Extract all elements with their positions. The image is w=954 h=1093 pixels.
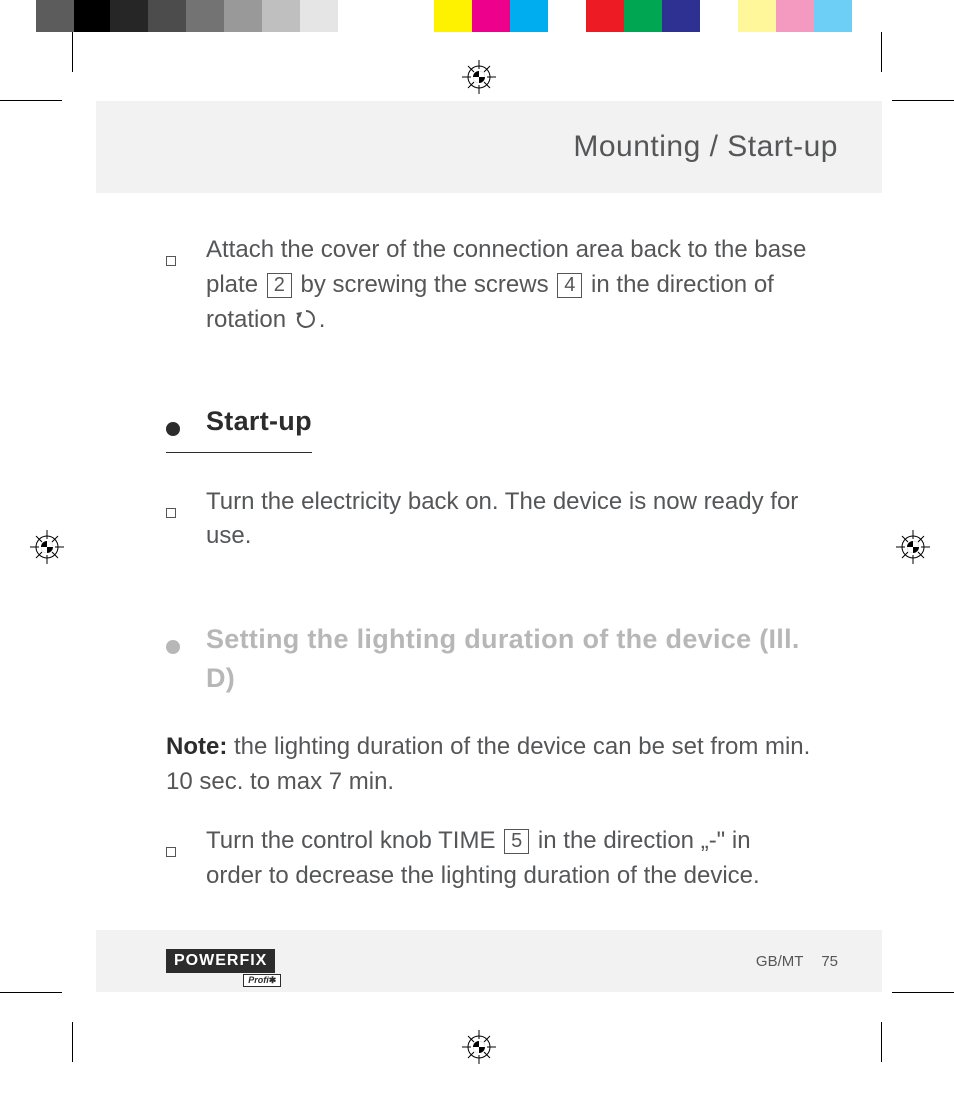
bullet-dot-icon xyxy=(166,620,206,665)
color-swatch xyxy=(472,0,510,32)
checkbox-bullet-icon xyxy=(166,824,206,894)
registration-mark-icon xyxy=(462,1030,496,1064)
page-area: Mounting / Start-up Attach the cover of … xyxy=(96,101,882,992)
color-swatch xyxy=(186,0,224,32)
crop-mark xyxy=(72,1022,73,1062)
color-swatch xyxy=(74,0,110,32)
note-text: the lighting duration of the device can … xyxy=(166,733,810,795)
color-swatch xyxy=(300,0,338,32)
color-swatch xyxy=(510,0,548,32)
color-swatch xyxy=(110,0,148,32)
color-swatch xyxy=(700,0,738,32)
item-text: Turn the control knob TIME 5 in the dire… xyxy=(206,824,812,894)
item-text: Turn the electricity back on. The device… xyxy=(206,485,812,555)
logo-sub-text: Profi✱ xyxy=(243,974,281,987)
color-swatch xyxy=(434,0,472,32)
reference-box: 2 xyxy=(267,273,292,298)
reference-box: 5 xyxy=(504,829,529,854)
color-swatch xyxy=(814,0,852,32)
text-fragment: by screwing the screws xyxy=(294,271,555,298)
registration-mark-icon xyxy=(462,60,496,94)
note-label: Note: xyxy=(166,733,227,760)
crop-mark xyxy=(72,32,73,72)
logo-main-text: POWERFIX xyxy=(166,949,275,973)
footer-band: POWERFIX Profi✱ GB/MT 75 xyxy=(96,930,882,992)
text-fragment: Turn the control knob TIME xyxy=(206,827,502,854)
color-swatch xyxy=(624,0,662,32)
section-heading-startup: Start-up xyxy=(166,402,312,452)
bullet-dot-icon xyxy=(166,402,206,447)
content-area: Attach the cover of the connection area … xyxy=(96,193,882,894)
footer-meta: GB/MT 75 xyxy=(756,953,838,970)
registration-mark-icon xyxy=(30,530,64,564)
color-swatch xyxy=(776,0,814,32)
header-band: Mounting / Start-up xyxy=(96,101,882,193)
text-fragment: . xyxy=(319,306,326,333)
section-heading-lighting: Setting the lighting duration of the dev… xyxy=(166,620,812,698)
crop-mark xyxy=(881,32,882,72)
section-title: Start-up xyxy=(206,406,312,436)
header-title: Mounting / Start-up xyxy=(573,130,838,164)
crop-mark xyxy=(881,1022,882,1062)
color-swatch xyxy=(548,0,586,32)
crop-mark xyxy=(892,992,954,993)
checkbox-bullet-icon xyxy=(166,233,206,340)
color-swatch xyxy=(376,0,434,32)
color-swatch xyxy=(738,0,776,32)
crop-mark xyxy=(892,100,954,101)
color-swatch xyxy=(662,0,700,32)
color-swatch xyxy=(0,0,36,32)
color-swatch xyxy=(262,0,300,32)
color-swatch xyxy=(224,0,262,32)
reference-box: 4 xyxy=(557,273,582,298)
item-text: Attach the cover of the connection area … xyxy=(206,233,812,340)
brand-logo: POWERFIX Profi✱ xyxy=(166,949,275,973)
checkbox-bullet-icon xyxy=(166,485,206,555)
color-swatch xyxy=(36,0,74,32)
list-item: Attach the cover of the connection area … xyxy=(166,233,812,340)
crop-mark xyxy=(0,100,62,101)
list-item: Turn the control knob TIME 5 in the dire… xyxy=(166,824,812,894)
rotation-arrow-icon xyxy=(295,306,317,341)
crop-mark xyxy=(0,992,62,993)
registration-mark-icon xyxy=(896,530,930,564)
page-number: 75 xyxy=(821,953,838,970)
list-item: Turn the electricity back on. The device… xyxy=(166,485,812,555)
color-swatch xyxy=(338,0,376,32)
color-swatch xyxy=(586,0,624,32)
printer-color-bar xyxy=(0,0,954,32)
note-block: Note: the lighting duration of the devic… xyxy=(166,730,812,800)
locale-text: GB/MT xyxy=(756,953,803,970)
color-swatch xyxy=(852,0,890,32)
color-swatch xyxy=(148,0,186,32)
section-title: Setting the lighting duration of the dev… xyxy=(206,624,800,693)
